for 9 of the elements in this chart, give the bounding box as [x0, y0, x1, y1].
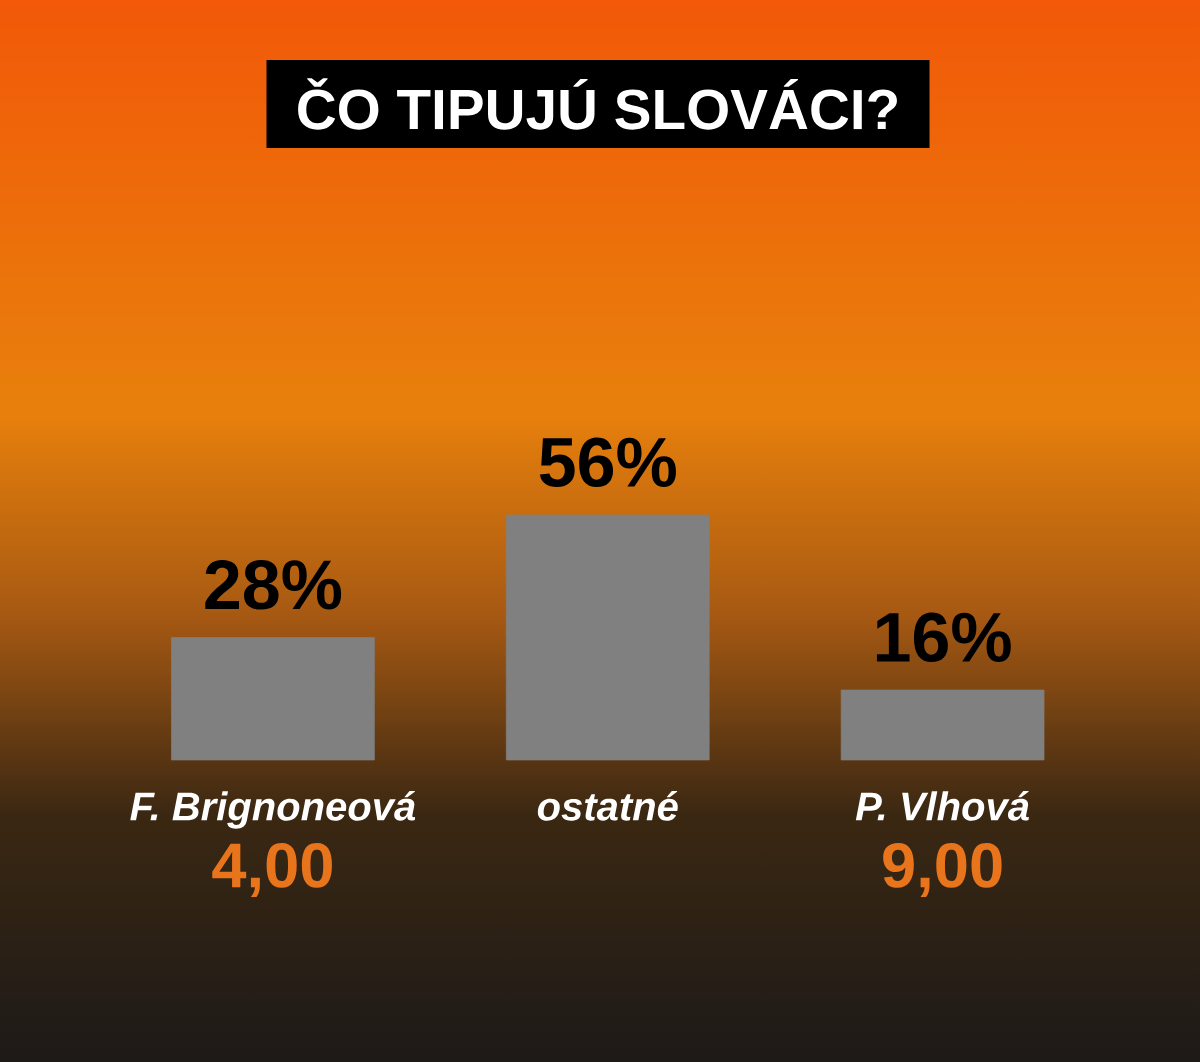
- chart-title: ČO TIPUJÚ SLOVÁCI?: [298, 78, 897, 130]
- x-tick-label: P. Vlhová: [855, 791, 1029, 821]
- x-tick-label: F. Brignoneová: [130, 791, 416, 829]
- x-tick-label: ostatné: [537, 791, 678, 821]
- data-label: 56%: [539, 437, 676, 488]
- text: 4,00: [212, 842, 332, 898]
- data-label: 16%: [876, 612, 1011, 663]
- data-label: 28%: [205, 560, 342, 610]
- text: 9,00: [883, 842, 1002, 898]
